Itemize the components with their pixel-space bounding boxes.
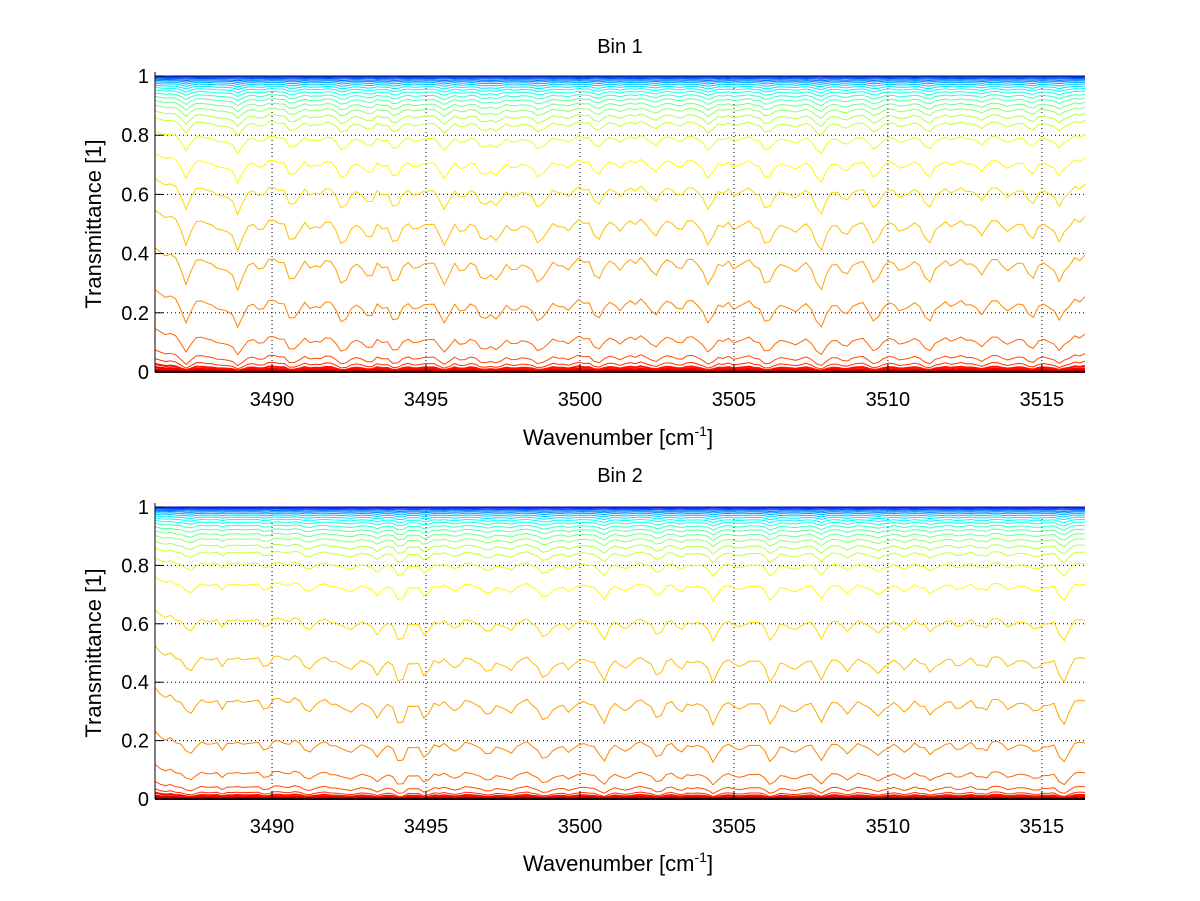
spectrum-line [154, 289, 1086, 329]
spectrum-line [154, 84, 1086, 91]
y-axis-label: Transmittance [1] [81, 568, 106, 737]
x-tick-label: 3495 [404, 389, 449, 411]
spectrum-line [154, 110, 1086, 128]
subplot-bin-2: Bin 2 3490 3495 3500 3505 3510 3515 0 0.2 0.4 0.… [81, 465, 1086, 876]
spectrum-line [154, 209, 1086, 253]
x-tick-labels: 3490 3495 3500 3505 3510 3515 [250, 389, 1064, 411]
spectrum-line [154, 609, 1086, 643]
spectrum-line [154, 178, 1086, 216]
chart-title: Bin 1 [597, 36, 643, 58]
spectrum-line [154, 130, 1086, 155]
x-tick-label: 3510 [866, 816, 911, 838]
y-tick-labels: 0 0.2 0.4 0.6 0.8 1 [121, 497, 149, 811]
spectrum-line [154, 513, 1086, 518]
spectrum-line [154, 791, 1086, 799]
spectrum-line [154, 328, 1086, 356]
axes-frame [154, 503, 1085, 800]
spectrum-line [154, 520, 1086, 527]
spectra-series [154, 506, 1086, 801]
y-tick-label: 0.2 [121, 731, 149, 753]
spectrum-line [154, 117, 1086, 137]
spectrum-line [154, 247, 1086, 292]
y-tick-label: 0.6 [121, 184, 149, 206]
spectrum-line [154, 79, 1086, 83]
x-tick-label: 3510 [866, 389, 911, 411]
x-axis-label: Wavenumber [cm-1] [523, 849, 713, 876]
y-tick-label: 0 [138, 789, 149, 811]
spectrum-line [154, 515, 1086, 521]
x-tick-labels: 3490 3495 3500 3505 3510 3515 [250, 816, 1064, 838]
x-axis-label: Wavenumber [cm-1] [523, 423, 713, 450]
x-tick-label: 3500 [558, 389, 603, 411]
spectrum-line [154, 358, 1086, 370]
spectrum-line [154, 687, 1086, 727]
y-tick-labels: 0 0.2 0.4 0.6 0.8 1 [121, 66, 149, 384]
y-tick-label: 0.6 [121, 614, 149, 636]
spectrum-line [154, 96, 1086, 107]
spectrum-line [154, 763, 1086, 786]
spectrum-line [154, 780, 1086, 795]
spectrum-line [155, 76, 1085, 79]
chart-title: Bin 2 [597, 465, 643, 487]
x-tick-label: 3505 [712, 389, 757, 411]
grid-lines [155, 75, 1085, 372]
spectrum-line [154, 507, 1085, 510]
y-tick-label: 0 [138, 362, 149, 384]
spectrum-line [154, 576, 1086, 602]
spectrum-line [154, 92, 1086, 102]
spectrum-line [154, 526, 1086, 536]
y-tick-label: 0.8 [121, 555, 149, 577]
spectrum-line [154, 82, 1086, 88]
spectrum-line [154, 78, 1086, 82]
spectrum-line [154, 512, 1086, 516]
spectrum-line [154, 730, 1086, 764]
x-tick-label: 3495 [404, 816, 449, 838]
spectrum-line [154, 788, 1086, 798]
spectrum-line [154, 645, 1086, 684]
spectrum-line [154, 557, 1086, 578]
y-tick-label: 0.8 [121, 125, 149, 147]
spectrum-line [154, 517, 1086, 524]
x-tick-label: 3505 [712, 816, 757, 838]
spectrum-line [154, 77, 1086, 80]
axes-frame [154, 72, 1085, 373]
x-tick-label: 3490 [250, 389, 295, 411]
spectrum-line [154, 81, 1086, 85]
y-tick-label: 1 [138, 497, 149, 519]
subplot-bin-1: Bin 1 3490 3495 3500 3505 3510 3515 0 0.2 0.4 0.… [81, 36, 1086, 450]
spectrum-line [154, 508, 1085, 511]
spectrum-line [154, 530, 1086, 542]
spectrum-line [154, 87, 1086, 94]
x-tick-label: 3490 [250, 816, 295, 838]
y-tick-label: 0.4 [121, 244, 149, 266]
y-tick-label: 0.4 [121, 672, 149, 694]
x-tick-label: 3500 [558, 816, 603, 838]
x-tick-label: 3515 [1020, 389, 1065, 411]
spectrum-line [154, 509, 1085, 513]
spectrum-line [154, 89, 1086, 97]
spectrum-line [154, 152, 1086, 185]
spectrum-line [154, 534, 1086, 548]
spectrum-line [154, 540, 1086, 555]
y-tick-label: 0.2 [121, 303, 149, 325]
spectrum-line [154, 510, 1085, 514]
spectrum-line [154, 547, 1086, 564]
spectrum-line [154, 349, 1086, 367]
spectra-series [154, 75, 1086, 374]
spectrum-line [154, 104, 1086, 119]
spectrum-line [154, 522, 1086, 531]
x-tick-label: 3515 [1020, 816, 1065, 838]
y-tick-label: 1 [138, 66, 149, 88]
y-axis-label: Transmittance [1] [81, 139, 106, 308]
spectrum-line [154, 100, 1086, 113]
